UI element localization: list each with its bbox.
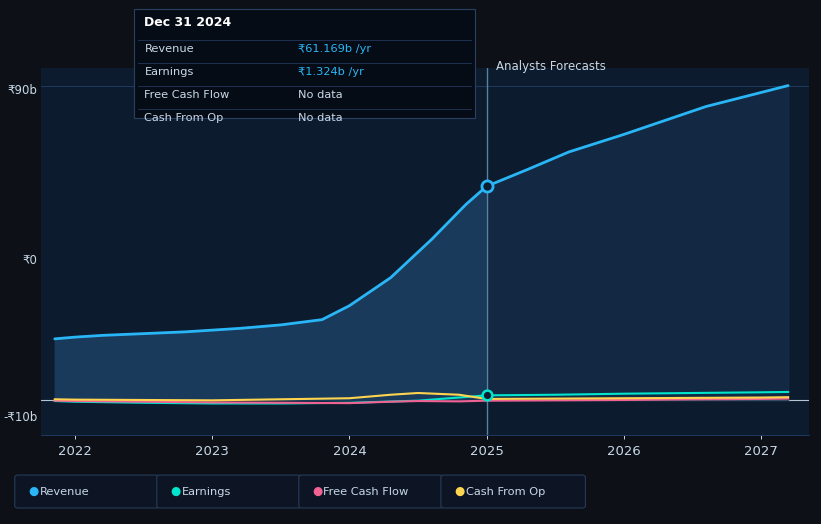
Text: Dec 31 2024: Dec 31 2024 <box>144 16 232 28</box>
Text: ₹61.169b /yr: ₹61.169b /yr <box>298 44 371 54</box>
Text: Free Cash Flow: Free Cash Flow <box>144 90 230 101</box>
Text: No data: No data <box>298 90 342 101</box>
Text: Earnings: Earnings <box>181 486 231 497</box>
Text: Earnings: Earnings <box>144 67 194 78</box>
Text: ●: ● <box>170 485 180 498</box>
Text: Free Cash Flow: Free Cash Flow <box>323 486 409 497</box>
Text: ●: ● <box>312 485 322 498</box>
Text: Past: Past <box>452 60 477 73</box>
Text: Cash From Op: Cash From Op <box>144 113 224 124</box>
Text: -₹10b: -₹10b <box>3 411 37 424</box>
Text: ₹0: ₹0 <box>22 254 37 267</box>
Text: ₹1.324b /yr: ₹1.324b /yr <box>298 67 364 78</box>
Text: Revenue: Revenue <box>39 486 89 497</box>
Text: Revenue: Revenue <box>144 44 194 54</box>
Text: Analysts Forecasts: Analysts Forecasts <box>496 60 606 73</box>
Text: No data: No data <box>298 113 342 124</box>
Text: ●: ● <box>28 485 38 498</box>
Text: ●: ● <box>454 485 464 498</box>
Text: Cash From Op: Cash From Op <box>466 486 545 497</box>
Text: ₹90b: ₹90b <box>7 84 37 96</box>
